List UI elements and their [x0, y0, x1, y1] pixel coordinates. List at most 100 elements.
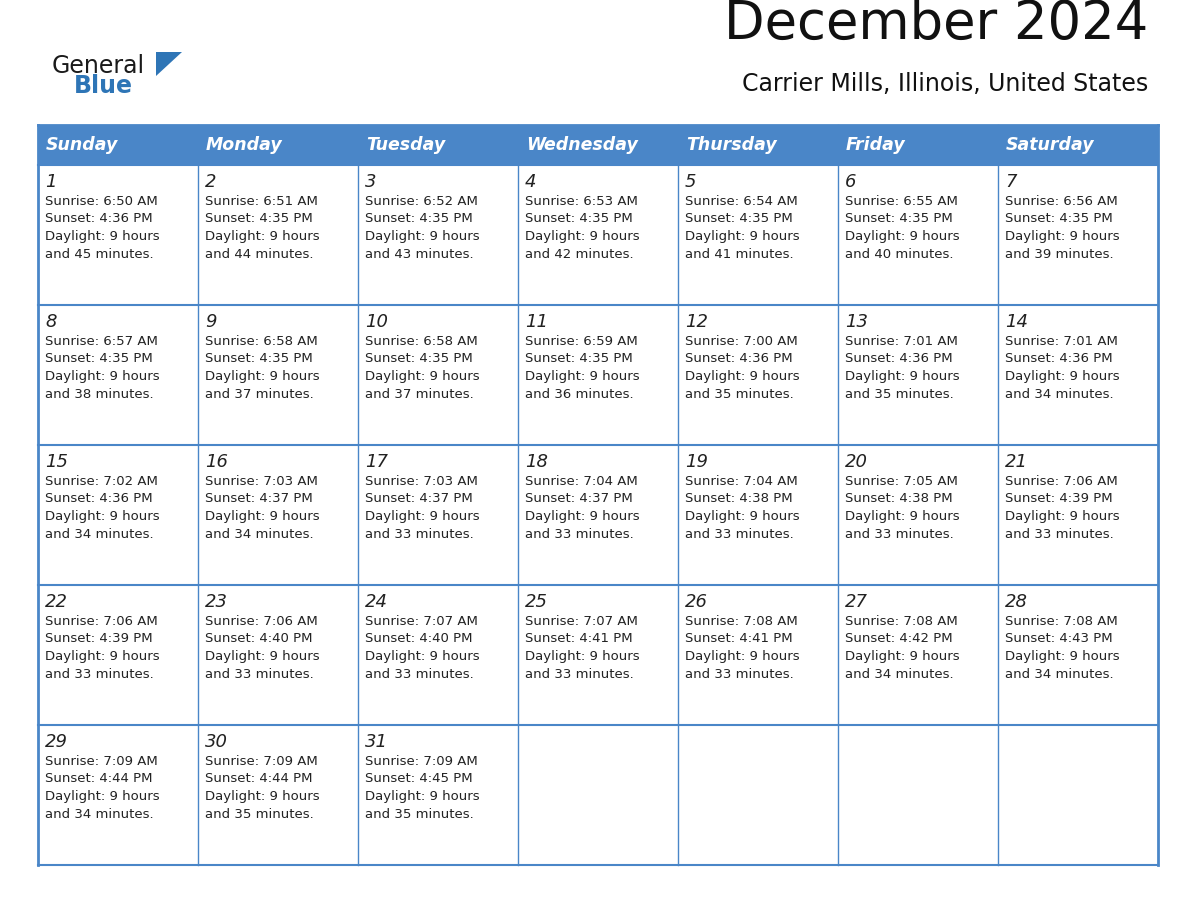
- Text: and 33 minutes.: and 33 minutes.: [206, 667, 314, 680]
- Text: Sunrise: 7:04 AM: Sunrise: 7:04 AM: [525, 475, 638, 488]
- Text: 26: 26: [685, 593, 708, 611]
- Text: Daylight: 9 hours: Daylight: 9 hours: [525, 650, 639, 663]
- Text: and 33 minutes.: and 33 minutes.: [525, 528, 633, 541]
- Text: and 33 minutes.: and 33 minutes.: [365, 528, 474, 541]
- Text: Daylight: 9 hours: Daylight: 9 hours: [685, 510, 800, 523]
- Text: 18: 18: [525, 453, 548, 471]
- Text: 14: 14: [1005, 313, 1028, 331]
- Text: 8: 8: [45, 313, 57, 331]
- Bar: [38, 125, 1158, 165]
- Text: and 35 minutes.: and 35 minutes.: [365, 808, 474, 821]
- Text: Sunrise: 7:09 AM: Sunrise: 7:09 AM: [206, 755, 317, 768]
- Text: 3: 3: [365, 173, 377, 191]
- Text: Sunset: 4:37 PM: Sunset: 4:37 PM: [525, 492, 633, 506]
- Text: Sunrise: 7:03 AM: Sunrise: 7:03 AM: [365, 475, 478, 488]
- Text: and 34 minutes.: and 34 minutes.: [845, 667, 954, 680]
- Text: Sunrise: 6:55 AM: Sunrise: 6:55 AM: [845, 195, 958, 208]
- Text: 10: 10: [365, 313, 388, 331]
- Text: and 36 minutes.: and 36 minutes.: [525, 387, 633, 400]
- Text: Daylight: 9 hours: Daylight: 9 hours: [365, 510, 480, 523]
- Text: Sunset: 4:39 PM: Sunset: 4:39 PM: [1005, 492, 1113, 506]
- Text: and 34 minutes.: and 34 minutes.: [1005, 387, 1113, 400]
- Text: 12: 12: [685, 313, 708, 331]
- Text: and 33 minutes.: and 33 minutes.: [1005, 528, 1114, 541]
- Text: Sunrise: 6:50 AM: Sunrise: 6:50 AM: [45, 195, 158, 208]
- Text: Sunrise: 6:58 AM: Sunrise: 6:58 AM: [206, 335, 317, 348]
- Text: and 35 minutes.: and 35 minutes.: [206, 808, 314, 821]
- Text: Friday: Friday: [846, 136, 905, 154]
- Text: Sunset: 4:43 PM: Sunset: 4:43 PM: [1005, 633, 1113, 645]
- Text: 15: 15: [45, 453, 68, 471]
- Text: Daylight: 9 hours: Daylight: 9 hours: [206, 230, 320, 243]
- Polygon shape: [156, 52, 182, 76]
- Text: Sunrise: 6:57 AM: Sunrise: 6:57 AM: [45, 335, 158, 348]
- Text: Sunset: 4:35 PM: Sunset: 4:35 PM: [525, 353, 633, 365]
- Text: and 34 minutes.: and 34 minutes.: [206, 528, 314, 541]
- Text: Daylight: 9 hours: Daylight: 9 hours: [685, 650, 800, 663]
- Text: 13: 13: [845, 313, 868, 331]
- Text: and 33 minutes.: and 33 minutes.: [685, 667, 794, 680]
- Text: Daylight: 9 hours: Daylight: 9 hours: [525, 370, 639, 383]
- Text: Wednesday: Wednesday: [526, 136, 638, 154]
- Text: and 44 minutes.: and 44 minutes.: [206, 248, 314, 261]
- Text: Thursday: Thursday: [685, 136, 777, 154]
- Text: and 33 minutes.: and 33 minutes.: [45, 667, 153, 680]
- Text: Sunrise: 6:58 AM: Sunrise: 6:58 AM: [365, 335, 478, 348]
- Text: Sunrise: 7:07 AM: Sunrise: 7:07 AM: [525, 615, 638, 628]
- Text: Sunrise: 7:06 AM: Sunrise: 7:06 AM: [1005, 475, 1118, 488]
- Text: Saturday: Saturday: [1006, 136, 1094, 154]
- Text: Daylight: 9 hours: Daylight: 9 hours: [45, 650, 159, 663]
- Text: and 34 minutes.: and 34 minutes.: [1005, 667, 1113, 680]
- Text: 30: 30: [206, 733, 228, 751]
- Text: Sunset: 4:36 PM: Sunset: 4:36 PM: [1005, 353, 1113, 365]
- Text: Sunrise: 7:07 AM: Sunrise: 7:07 AM: [365, 615, 478, 628]
- Text: 4: 4: [525, 173, 537, 191]
- Text: Sunrise: 7:01 AM: Sunrise: 7:01 AM: [845, 335, 958, 348]
- Text: Sunrise: 7:01 AM: Sunrise: 7:01 AM: [1005, 335, 1118, 348]
- Text: and 34 minutes.: and 34 minutes.: [45, 528, 153, 541]
- Text: 24: 24: [365, 593, 388, 611]
- Text: and 33 minutes.: and 33 minutes.: [845, 528, 954, 541]
- Text: and 35 minutes.: and 35 minutes.: [845, 387, 954, 400]
- Text: Daylight: 9 hours: Daylight: 9 hours: [206, 510, 320, 523]
- Text: Sunset: 4:39 PM: Sunset: 4:39 PM: [45, 633, 152, 645]
- Text: Daylight: 9 hours: Daylight: 9 hours: [1005, 510, 1119, 523]
- Text: and 33 minutes.: and 33 minutes.: [365, 667, 474, 680]
- Text: 5: 5: [685, 173, 696, 191]
- Text: and 45 minutes.: and 45 minutes.: [45, 248, 153, 261]
- Text: Daylight: 9 hours: Daylight: 9 hours: [206, 370, 320, 383]
- Text: and 33 minutes.: and 33 minutes.: [685, 528, 794, 541]
- Text: Daylight: 9 hours: Daylight: 9 hours: [45, 790, 159, 803]
- Text: Daylight: 9 hours: Daylight: 9 hours: [525, 230, 639, 243]
- Text: Sunset: 4:40 PM: Sunset: 4:40 PM: [365, 633, 473, 645]
- Text: General: General: [52, 54, 145, 78]
- Text: Carrier Mills, Illinois, United States: Carrier Mills, Illinois, United States: [741, 72, 1148, 96]
- Text: Daylight: 9 hours: Daylight: 9 hours: [845, 370, 960, 383]
- Text: Daylight: 9 hours: Daylight: 9 hours: [845, 510, 960, 523]
- Text: Sunset: 4:35 PM: Sunset: 4:35 PM: [365, 212, 473, 226]
- Text: Sunset: 4:36 PM: Sunset: 4:36 PM: [845, 353, 953, 365]
- Text: Sunset: 4:35 PM: Sunset: 4:35 PM: [685, 212, 792, 226]
- Text: Daylight: 9 hours: Daylight: 9 hours: [1005, 370, 1119, 383]
- Text: Sunday: Sunday: [46, 136, 119, 154]
- Text: Daylight: 9 hours: Daylight: 9 hours: [45, 230, 159, 243]
- Text: and 42 minutes.: and 42 minutes.: [525, 248, 633, 261]
- Text: and 39 minutes.: and 39 minutes.: [1005, 248, 1113, 261]
- Text: 19: 19: [685, 453, 708, 471]
- Text: Sunset: 4:38 PM: Sunset: 4:38 PM: [685, 492, 792, 506]
- Text: December 2024: December 2024: [723, 0, 1148, 50]
- Text: 7: 7: [1005, 173, 1017, 191]
- Text: 17: 17: [365, 453, 388, 471]
- Text: Blue: Blue: [74, 74, 133, 98]
- Text: Sunset: 4:35 PM: Sunset: 4:35 PM: [365, 353, 473, 365]
- Text: 29: 29: [45, 733, 68, 751]
- Text: Daylight: 9 hours: Daylight: 9 hours: [206, 790, 320, 803]
- Text: 11: 11: [525, 313, 548, 331]
- Text: Sunrise: 7:00 AM: Sunrise: 7:00 AM: [685, 335, 798, 348]
- Text: 28: 28: [1005, 593, 1028, 611]
- Text: Sunset: 4:36 PM: Sunset: 4:36 PM: [45, 492, 152, 506]
- Text: Daylight: 9 hours: Daylight: 9 hours: [685, 230, 800, 243]
- Text: Monday: Monday: [206, 136, 283, 154]
- Text: Sunset: 4:35 PM: Sunset: 4:35 PM: [1005, 212, 1113, 226]
- Text: Sunrise: 6:56 AM: Sunrise: 6:56 AM: [1005, 195, 1118, 208]
